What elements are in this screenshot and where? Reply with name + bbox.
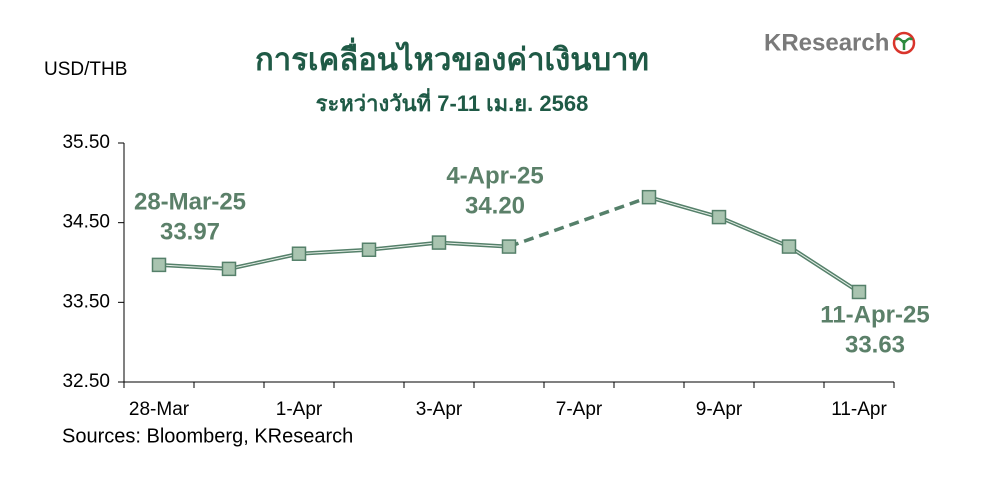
x-tick-label: 3-Apr: [416, 399, 463, 420]
marker: [361, 242, 377, 258]
x-tick-label: 11-Apr: [831, 399, 887, 420]
annotation-label: 4-Apr-25: [446, 162, 543, 189]
marker: [711, 209, 727, 225]
chart-subtitle: ระหว่างวันที่ 7-11 เม.ย. 2568: [316, 87, 589, 116]
marker: [221, 261, 237, 277]
x-tick-label: 9-Apr: [696, 399, 743, 420]
gap-connector: [508, 195, 650, 249]
logo: KResearch: [764, 29, 889, 56]
annotation-value: 33.63: [845, 331, 905, 358]
source-note: Sources: Bloomberg, KResearch: [62, 425, 353, 447]
annotation-value: 33.97: [160, 218, 220, 245]
annotation-label: 28-Mar-25: [134, 188, 246, 215]
chart-title: การเคลื่อนไหวของค่าเงินบาท: [255, 37, 649, 77]
y-tick-label: 32.50: [62, 371, 110, 392]
x-tick-label: 7-Apr: [556, 399, 603, 420]
marker: [641, 189, 657, 205]
marker: [431, 235, 447, 250]
marker: [151, 257, 167, 273]
marker: [501, 239, 517, 254]
y-tick-label: 33.50: [62, 291, 110, 312]
y-tick-label: 34.50: [62, 212, 110, 233]
marker: [291, 246, 307, 261]
y-tick-label: 35.50: [62, 132, 110, 153]
logo-icon: [892, 31, 916, 55]
series-line-highlight: [158, 196, 860, 293]
marker: [781, 239, 797, 254]
x-tick-label: 28-Mar: [129, 399, 190, 420]
logo-leaf: [894, 37, 914, 50]
x-tick-label: 1-Apr: [276, 399, 323, 420]
marker: [851, 284, 867, 300]
annotation-value: 34.20: [465, 192, 525, 219]
y-axis-label: USD/THB: [44, 59, 127, 80]
annotation-label: 11-Apr-25: [820, 301, 929, 328]
